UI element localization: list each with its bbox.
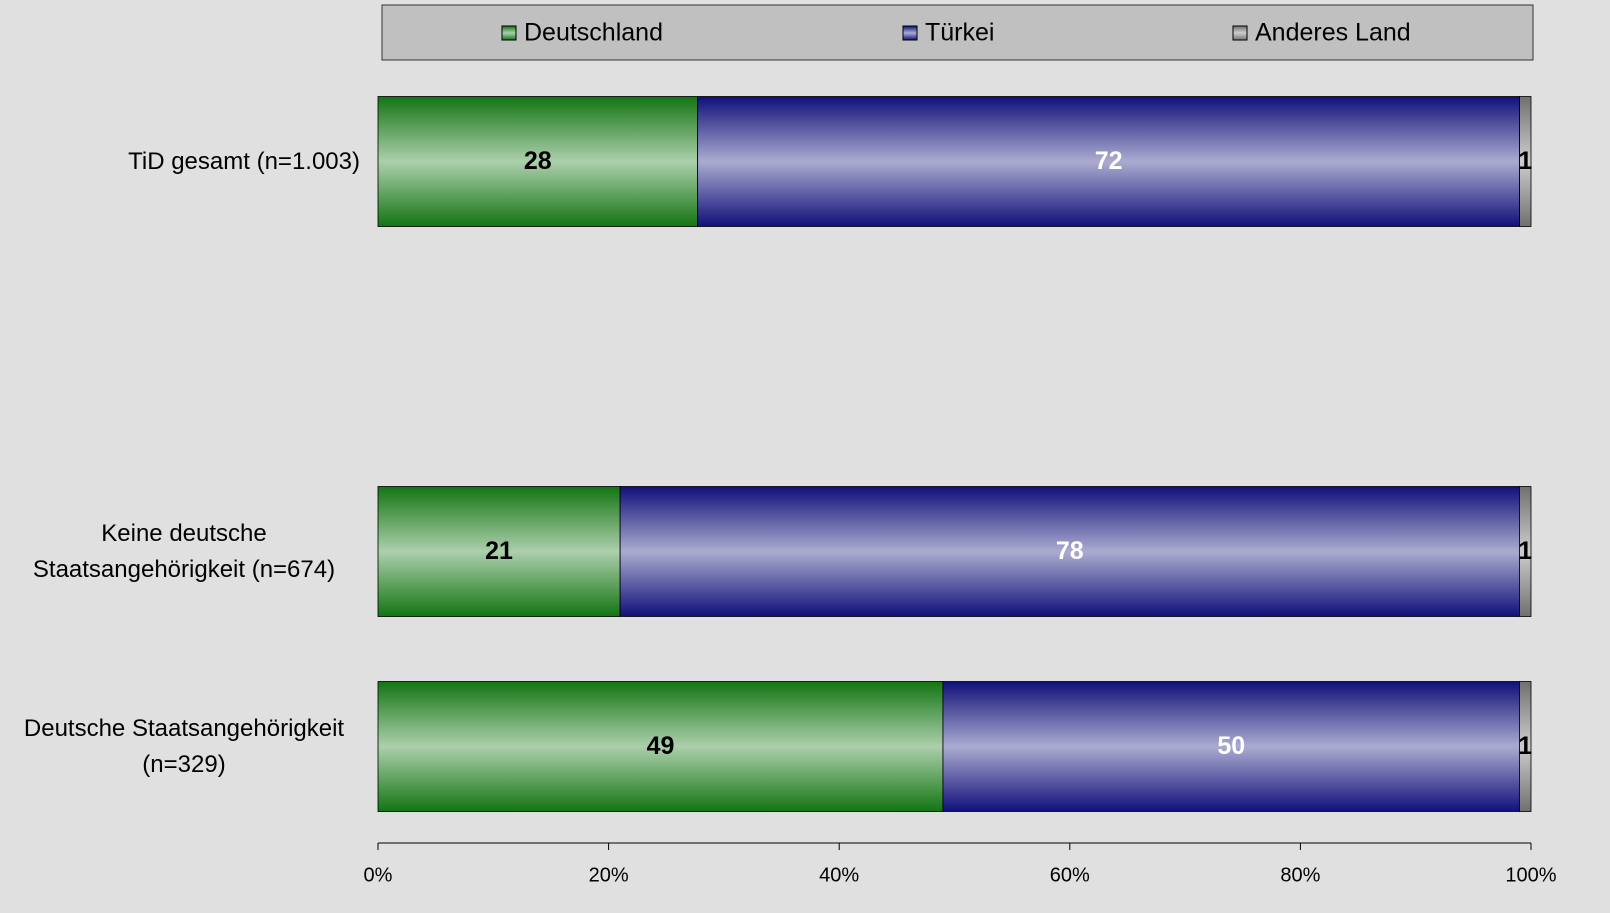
category-label: Deutsche Staatsangehörigkeit (n=329) bbox=[8, 682, 360, 812]
bar-segment bbox=[1519, 681, 1532, 812]
bar-segment bbox=[377, 681, 944, 812]
legend-swatch bbox=[501, 25, 517, 41]
legend-swatch bbox=[1232, 25, 1248, 41]
data-label: 1 bbox=[1518, 147, 1532, 175]
data-label: 49 bbox=[647, 732, 675, 760]
legend-label: Anderes Land bbox=[1255, 19, 1411, 47]
category-label: Keine deutsche Staatsangehörigkeit (n=67… bbox=[8, 487, 360, 617]
data-label: 72 bbox=[1095, 147, 1123, 175]
data-label: 21 bbox=[485, 537, 513, 565]
bar-segment bbox=[942, 681, 1520, 812]
legend-swatch bbox=[902, 25, 918, 41]
x-tick-label: 60% bbox=[1050, 864, 1090, 886]
bar-segment bbox=[377, 486, 621, 617]
x-tick-label: 0% bbox=[364, 864, 393, 886]
legend-label: Türkei bbox=[925, 19, 994, 47]
x-tick-label: 80% bbox=[1280, 864, 1320, 886]
legend-box bbox=[381, 4, 1534, 61]
category-text: TiD gesamt (n=1.003) bbox=[128, 147, 360, 175]
category-text: Keine deutsche Staatsangehörigkeit (n=67… bbox=[32, 519, 336, 583]
category-label: TiD gesamt (n=1.003) bbox=[128, 97, 360, 227]
data-label: 28 bbox=[524, 147, 552, 175]
bar-segment bbox=[697, 96, 1520, 227]
data-label: 50 bbox=[1217, 732, 1245, 760]
data-label: 78 bbox=[1056, 537, 1084, 565]
legend-label: Deutschland bbox=[524, 19, 663, 47]
category-text: Deutsche Staatsangehörigkeit (n=329) bbox=[23, 714, 345, 778]
data-label: 1 bbox=[1518, 537, 1532, 565]
bar-segment bbox=[1519, 96, 1532, 227]
data-label: 1 bbox=[1518, 732, 1532, 760]
bar-segment bbox=[377, 96, 699, 227]
bar-segment bbox=[1519, 486, 1532, 617]
x-tick-label: 40% bbox=[819, 864, 859, 886]
x-tick-label: 20% bbox=[589, 864, 629, 886]
x-tick-label: 100% bbox=[1505, 864, 1556, 886]
